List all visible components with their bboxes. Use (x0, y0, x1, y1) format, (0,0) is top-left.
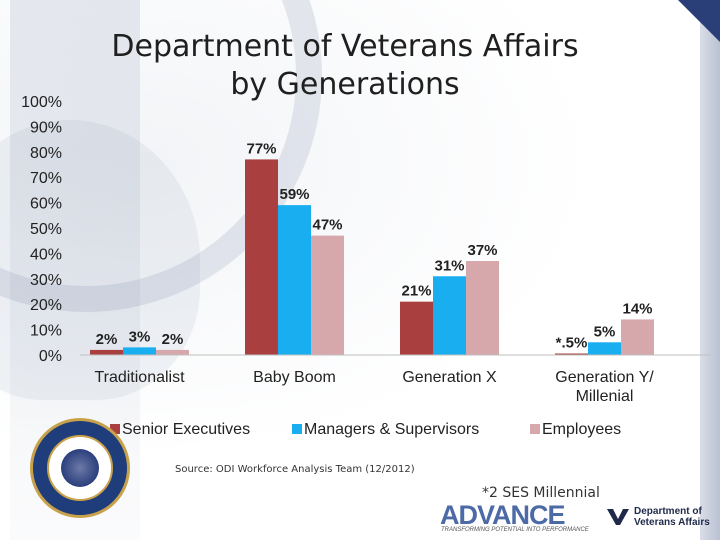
y-axis: 0% 10% 20% 30% 40% 50% 60% 70% 80% 90% 100% (21, 94, 62, 365)
x-tick-label: Traditionalist (94, 369, 185, 386)
va-logo: Department of Veterans Affairs (606, 504, 716, 534)
y-tick-label: 80% (30, 145, 62, 162)
va-seal-icon (30, 418, 130, 518)
bar (400, 301, 433, 355)
legend-label: Senior Executives (122, 421, 250, 438)
bar (621, 319, 654, 355)
footnote: *2 SES Millennial (482, 485, 600, 501)
bar (466, 261, 499, 355)
va-mark-icon (607, 509, 629, 525)
bars (90, 159, 654, 355)
bar (90, 349, 123, 355)
legend-swatch (110, 424, 120, 434)
bar (433, 276, 466, 355)
va-logo-line-1: Department of (634, 506, 702, 517)
bar (156, 349, 189, 355)
source-note: Source: ODI Workforce Analysis Team (12/… (175, 464, 415, 475)
data-label: 2% (96, 331, 118, 348)
data-labels: 2% 3% 2% 77% 59%47% 21%31%37% *.5% 5% 14% (96, 140, 653, 351)
advance-logo: ADVANCE TRANSFORMING POTENTIAL INTO PERF… (440, 500, 590, 536)
data-label: 77% (246, 140, 276, 157)
corner-triangle (678, 0, 720, 42)
y-tick-label: 60% (30, 196, 62, 213)
legend-label: Managers & Supervisors (304, 421, 479, 438)
y-tick-label: 50% (30, 221, 62, 238)
legend: Senior Executives Managers & Supervisors E… (110, 421, 621, 438)
x-tick-label: Millenial (576, 388, 634, 405)
advance-wordmark: ADVANCE (440, 500, 566, 530)
bar (555, 353, 588, 355)
y-tick-label: 100% (21, 94, 62, 111)
va-logo-line-2: Veterans Affairs (634, 517, 710, 528)
data-label: 3% (129, 328, 151, 345)
y-tick-label: 30% (30, 272, 62, 289)
title-line-1: Department of Veterans Affairs (111, 29, 579, 64)
data-label: 14% (622, 300, 652, 317)
bar (588, 342, 621, 355)
x-tick-label: Generation X (402, 369, 497, 386)
title-line-2: by Generations (230, 67, 460, 102)
advance-tagline: TRANSFORMING POTENTIAL INTO PERFORMANCE (441, 527, 589, 533)
data-label: 21% (401, 283, 431, 300)
data-label: 37% (467, 242, 497, 259)
bar (278, 205, 311, 355)
data-label: 59% (279, 186, 309, 203)
data-label: 2% (162, 331, 184, 348)
corner-strip (700, 0, 720, 540)
bar (245, 159, 278, 355)
y-tick-label: 20% (30, 297, 62, 314)
bar (311, 235, 344, 355)
y-tick-label: 90% (30, 119, 62, 136)
data-label: 47% (312, 217, 342, 234)
y-tick-label: 10% (30, 323, 62, 340)
legend-swatch (292, 424, 302, 434)
y-tick-label: 70% (30, 170, 62, 187)
chart-title: Department of Veterans Affairs by Genera… (70, 28, 620, 104)
legend-swatch (530, 424, 540, 434)
y-tick-label: 0% (39, 348, 62, 365)
x-tick-label: Baby Boom (253, 369, 336, 386)
bar (123, 347, 156, 355)
data-label: 5% (594, 323, 616, 340)
x-tick-label: Generation Y/ (555, 369, 654, 386)
data-label: 31% (434, 257, 464, 274)
y-tick-label: 40% (30, 246, 62, 263)
data-label: *.5% (556, 335, 588, 352)
legend-label: Employees (542, 421, 621, 438)
x-axis: Traditionalist Baby Boom Generation X Gener… (80, 354, 710, 405)
